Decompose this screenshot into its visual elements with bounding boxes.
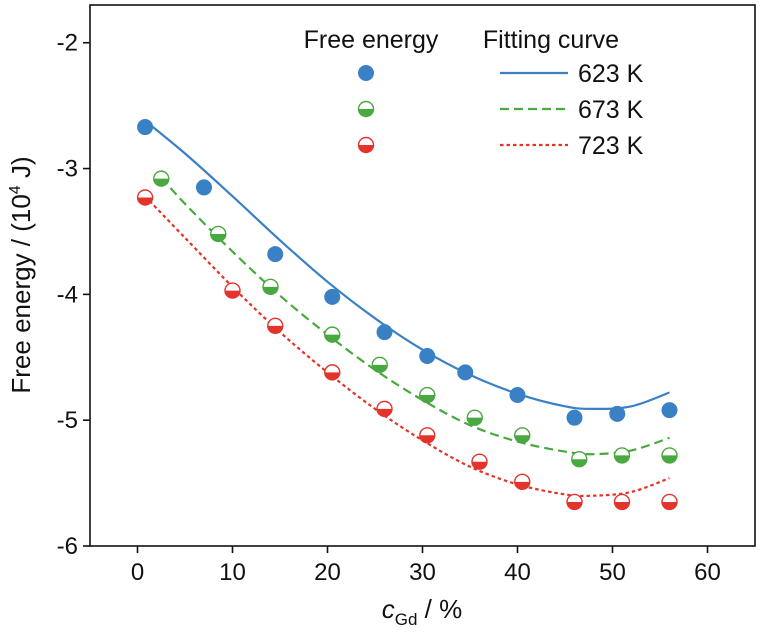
- data-point: [514, 473, 531, 491]
- x-axis-title-italic: c: [382, 594, 395, 624]
- data-point: [262, 278, 279, 296]
- data-point: [210, 225, 227, 243]
- x-tick-label: 50: [599, 559, 626, 586]
- plot-frame: [89, 4, 756, 547]
- fit-line: [160, 176, 670, 456]
- data-point: [196, 179, 212, 196]
- data-point: [466, 409, 483, 426]
- x-tick-label: 20: [314, 559, 341, 586]
- legend-series-label: 673 K: [578, 96, 644, 124]
- data-point: [514, 427, 531, 444]
- y-tick-label: -3: [57, 156, 78, 183]
- data-point: [613, 447, 631, 464]
- data-point: [137, 119, 154, 136]
- data-point: [376, 324, 393, 341]
- data-point: [661, 447, 678, 464]
- x-tick-label: 40: [504, 559, 531, 586]
- data-point: [571, 450, 588, 468]
- data-point: [357, 136, 375, 154]
- fit-line: [144, 195, 670, 498]
- y-axis-title-tail: J): [6, 156, 36, 185]
- y-axis-title: Free energy / (104 J): [6, 156, 36, 393]
- data-point: [566, 493, 583, 511]
- data-point: [376, 400, 393, 418]
- data-point: [136, 189, 154, 206]
- data-point: [661, 493, 678, 511]
- x-axis-ticks: 0 10 20 30 40 50 60: [131, 546, 721, 586]
- data-point: [566, 409, 583, 426]
- x-tick-label: 0: [131, 559, 144, 586]
- data-point: [509, 387, 526, 404]
- data-point: [661, 402, 678, 419]
- legend-series-label: 723 K: [578, 132, 644, 160]
- legend-series-label: 623 K: [578, 60, 644, 88]
- data-point: [419, 348, 436, 365]
- fitting-curves: [144, 119, 670, 498]
- y-tick-label: -4: [57, 281, 78, 308]
- data-point: [267, 317, 284, 335]
- x-axis-title-tail: / %: [417, 594, 462, 624]
- data-point: [419, 427, 436, 444]
- data-point: [371, 356, 388, 374]
- legend: Free energy Fitting curve 623 K 673 K 723 …: [304, 26, 644, 160]
- legend-entries: 623 K 673 K 723 K: [357, 60, 644, 160]
- free-energy-points: [136, 119, 678, 511]
- data-point: [324, 288, 341, 305]
- data-point: [358, 65, 374, 81]
- data-point: [471, 453, 488, 470]
- y-tick-label: -2: [57, 30, 78, 57]
- x-tick-label: 60: [694, 559, 721, 586]
- x-tick-label: 30: [409, 559, 436, 586]
- legend-header-points: Free energy: [304, 26, 439, 54]
- y-tick-label: -5: [57, 407, 78, 434]
- data-point: [419, 386, 436, 404]
- data-point: [613, 493, 631, 511]
- data-point: [153, 170, 170, 187]
- x-axis-title-sub: Gd: [395, 610, 418, 629]
- x-axis-title: cGd / %: [382, 594, 462, 629]
- legend-header-curves: Fitting curve: [483, 26, 619, 54]
- data-point: [609, 405, 626, 422]
- data-point: [324, 326, 341, 343]
- data-point: [224, 282, 241, 299]
- y-axis-title-sup: 4: [7, 185, 24, 194]
- x-tick-label: 10: [219, 559, 246, 586]
- data-point: [324, 364, 341, 381]
- y-axis-ticks: -2 -3 -4 -5 -6: [57, 30, 90, 560]
- data-point: [267, 246, 284, 263]
- y-axis-title-main: Free energy / (10: [6, 194, 36, 393]
- fit-line: [144, 119, 670, 411]
- data-point: [457, 364, 474, 381]
- y-tick-label: -6: [57, 533, 78, 560]
- data-point: [357, 100, 375, 118]
